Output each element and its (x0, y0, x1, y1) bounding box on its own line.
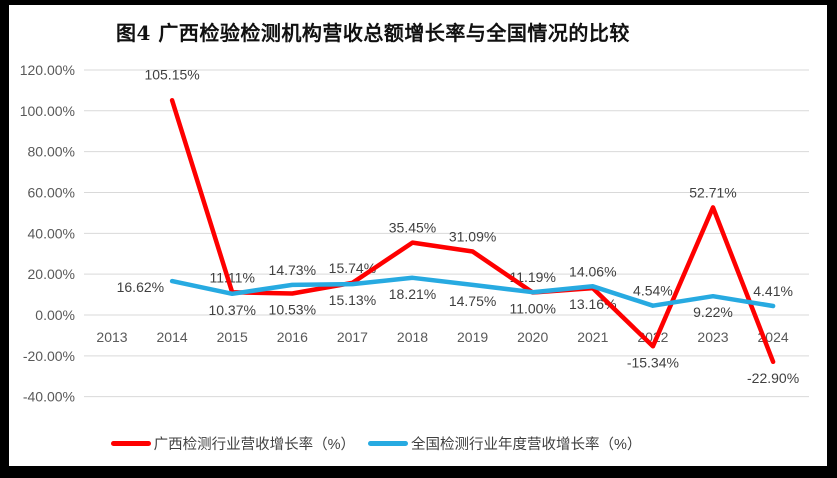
series-line-national (169, 275, 776, 309)
data-label-national: 4.54% (633, 283, 673, 299)
plot-svg: 120.00% 100.00% 80.00% 60.00% 40.00% 20.00% 0.… (20, 62, 809, 405)
x-axis-category-label: 2014 (157, 329, 188, 345)
chart-title: 图4 广西检验检测机构营收总额增长率与全国情况的比较 (116, 21, 630, 45)
data-label-guangxi: 11.11% (209, 269, 254, 285)
legend-label-national: 全国检测行业年度营收增长率（%） (411, 437, 642, 453)
series-line-guangxi (169, 98, 776, 365)
data-label-guangxi: 15.74% (329, 260, 376, 276)
data-label-guangxi: -15.34% (627, 354, 679, 370)
legend-swatch-blue-line (368, 441, 408, 446)
x-axis-category-label: 2013 (96, 329, 127, 345)
x-axis-category-label: 2020 (517, 329, 548, 345)
chart-area: 图4 广西检验检测机构营收总额增长率与全国情况的比较 120.00% 100.00… (9, 5, 827, 466)
data-label-national: 14.06% (569, 263, 616, 279)
data-label-national: 16.62% (117, 279, 164, 295)
y-axis-tick-label: 0.00% (35, 307, 75, 323)
y-axis-tick-label: 100.00% (20, 103, 75, 119)
y-axis-tick-label: 40.00% (28, 225, 75, 241)
legend: 广西检测行业营收增长率（%） 全国检测行业年度营收增长率（%） (0, 433, 785, 454)
data-label-national: 11.19% (509, 269, 555, 285)
data-label-guangxi: 10.53% (269, 301, 316, 317)
data-label-guangxi: 11.00% (509, 301, 555, 317)
y-axis-tick-label: -40.00% (23, 389, 75, 405)
data-label-guangxi: 105.15% (144, 66, 199, 82)
data-label-national: 9.22% (693, 304, 733, 320)
data-label-national: 10.37% (208, 302, 255, 318)
x-axis-category-label: 2015 (217, 329, 248, 345)
data-label-national: 18.21% (389, 286, 436, 302)
data-label-national: 14.75% (449, 293, 496, 309)
y-axis-tick-label: 80.00% (28, 144, 75, 160)
data-label-guangxi: -22.90% (747, 370, 799, 386)
x-axis-category-label: 2019 (457, 329, 488, 345)
x-axis-category-label: 2017 (337, 329, 368, 345)
legend-label-guangxi: 广西检测行业营收增长率（%） (153, 437, 355, 453)
data-label-national: 4.41% (753, 283, 793, 299)
y-axis-tick-label: 20.00% (28, 266, 75, 282)
x-axis-category-label: 2018 (397, 329, 428, 345)
data-label-guangxi: 35.45% (389, 220, 436, 236)
legend-item-national: 全国检测行业年度营收增长率（%） (368, 433, 641, 454)
y-axis-tick-label: 60.00% (28, 184, 75, 200)
y-axis-tick-label: 120.00% (20, 62, 75, 78)
data-label-national: 14.73% (269, 262, 316, 278)
x-axis-category-label: 2016 (277, 329, 308, 345)
legend-item-guangxi: 广西检测行业营收增长率（%） (110, 433, 355, 454)
y-axis-tick-label: -20.00% (23, 348, 75, 364)
data-label-guangxi: 31.09% (449, 229, 496, 245)
legend-swatch-red-line (110, 441, 151, 446)
data-label-national: 15.13% (329, 292, 376, 308)
data-label-guangxi: 52.71% (689, 184, 736, 200)
x-axis-category-label: 2023 (697, 329, 728, 345)
x-axis-category-label: 2021 (577, 329, 608, 345)
